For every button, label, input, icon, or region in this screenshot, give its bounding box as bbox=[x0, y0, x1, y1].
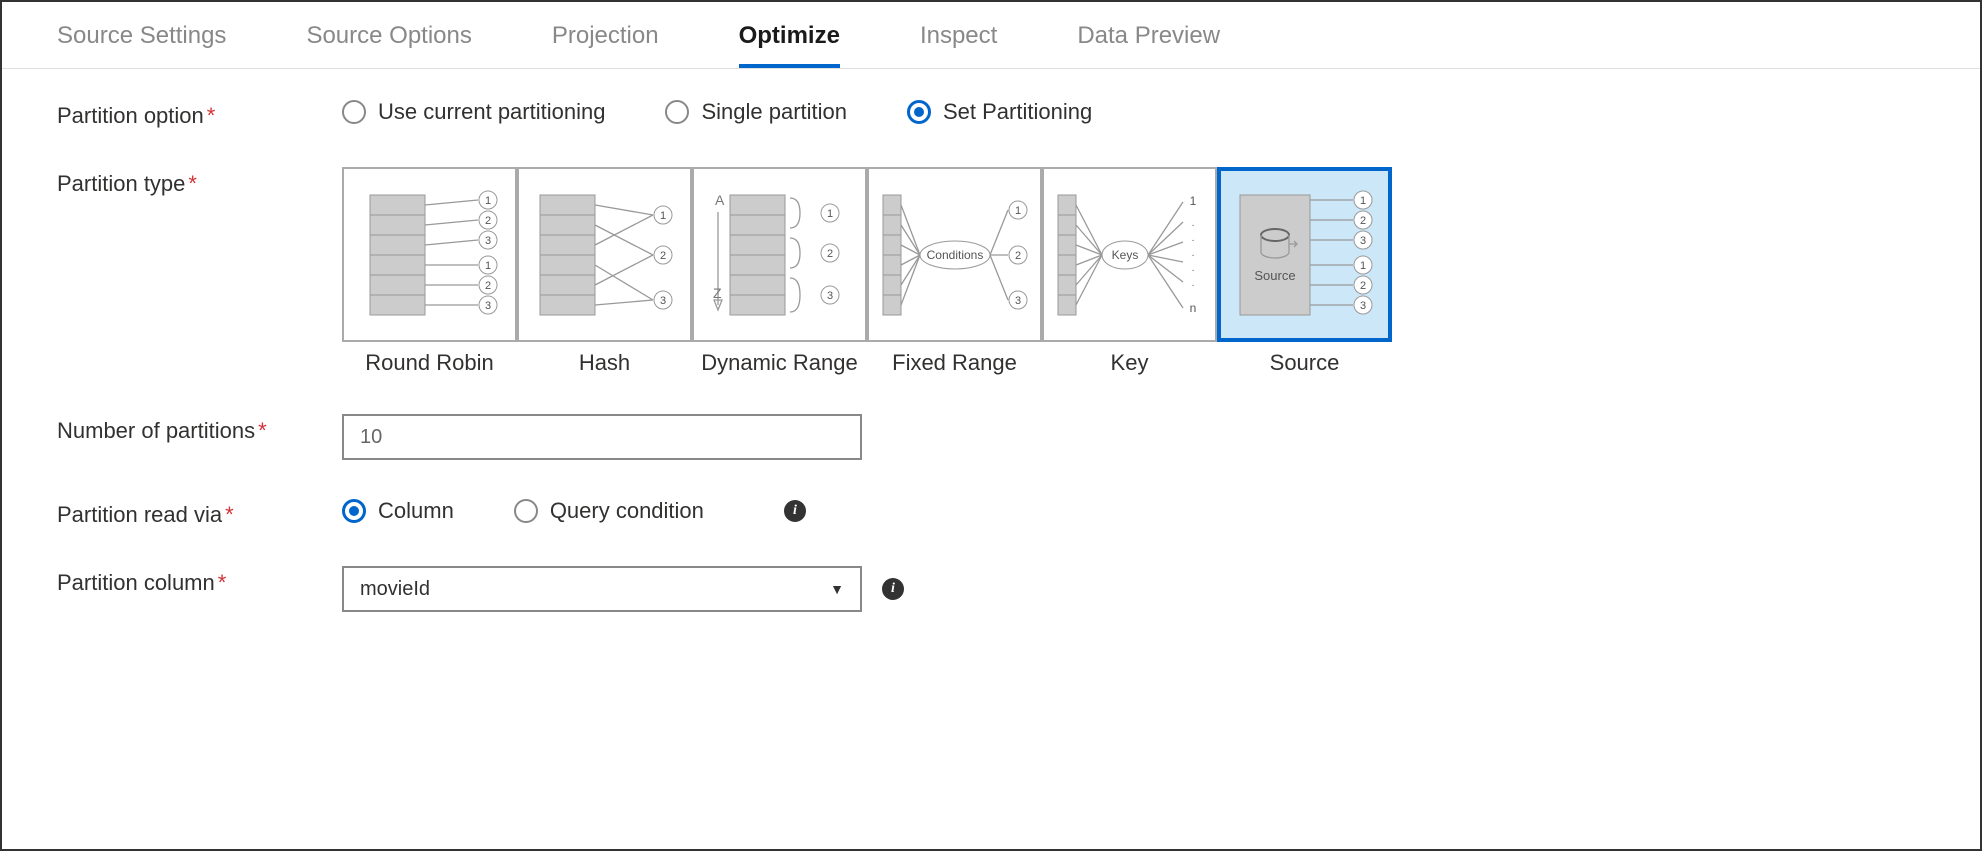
svg-text:2: 2 bbox=[484, 280, 490, 292]
type-source[interactable]: Source 1 2 3 1 2 3 Source bbox=[1217, 167, 1392, 376]
svg-text:1: 1 bbox=[1189, 194, 1196, 208]
fixed-range-diagram-icon: Conditions 1 2 3 bbox=[867, 167, 1042, 342]
svg-text:3: 3 bbox=[1014, 295, 1020, 307]
radio-label: Use current partitioning bbox=[378, 99, 605, 125]
type-label: Key bbox=[1111, 350, 1149, 376]
type-label: Round Robin bbox=[365, 350, 493, 376]
radio-single-partition[interactable]: Single partition bbox=[665, 99, 847, 125]
info-icon[interactable]: i bbox=[784, 500, 806, 522]
svg-text:3: 3 bbox=[826, 290, 832, 302]
svg-text:n: n bbox=[1189, 301, 1196, 315]
source-diagram-icon: Source 1 2 3 1 2 3 bbox=[1217, 167, 1392, 342]
type-key[interactable]: Keys 1 · · · · · n Key bbox=[1042, 167, 1217, 376]
partition-option-radios: Use current partitioning Single partitio… bbox=[342, 99, 1092, 125]
svg-text:3: 3 bbox=[484, 300, 490, 312]
svg-text:3: 3 bbox=[1359, 300, 1365, 312]
partition-type-label: Partition type* bbox=[57, 167, 342, 197]
svg-text:2: 2 bbox=[659, 250, 665, 262]
svg-text:2: 2 bbox=[826, 248, 832, 260]
radio-icon bbox=[907, 100, 931, 124]
dynamic-range-diagram-icon: A Z 1 2 3 bbox=[692, 167, 867, 342]
svg-text:A: A bbox=[715, 192, 725, 208]
partition-type-cards: 1 2 3 1 2 3 Round Robin 1 2 bbox=[342, 167, 1392, 376]
radio-label: Query condition bbox=[550, 498, 704, 524]
partition-option-label: Partition option* bbox=[57, 99, 342, 129]
read-via-label: Partition read via* bbox=[57, 498, 342, 528]
partition-column-label: Partition column* bbox=[57, 566, 342, 596]
radio-use-current[interactable]: Use current partitioning bbox=[342, 99, 605, 125]
radio-column[interactable]: Column bbox=[342, 498, 454, 524]
svg-text:Z: Z bbox=[713, 285, 722, 301]
svg-text:3: 3 bbox=[484, 235, 490, 247]
svg-text:·: · bbox=[1191, 250, 1194, 261]
type-label: Fixed Range bbox=[892, 350, 1017, 376]
svg-text:Source: Source bbox=[1254, 268, 1295, 283]
svg-text:3: 3 bbox=[1359, 235, 1365, 247]
tab-data-preview[interactable]: Data Preview bbox=[1077, 22, 1220, 68]
num-partitions-label: Number of partitions* bbox=[57, 414, 342, 444]
svg-text:Keys: Keys bbox=[1111, 248, 1138, 262]
radio-label: Set Partitioning bbox=[943, 99, 1092, 125]
type-label: Source bbox=[1270, 350, 1340, 376]
key-diagram-icon: Keys 1 · · · · · n bbox=[1042, 167, 1217, 342]
svg-text:2: 2 bbox=[1359, 215, 1365, 227]
svg-text:·: · bbox=[1191, 280, 1194, 291]
radio-label: Single partition bbox=[701, 99, 847, 125]
type-fixed-range[interactable]: Conditions 1 2 3 Fixed Range bbox=[867, 167, 1042, 376]
svg-text:·: · bbox=[1191, 220, 1194, 231]
svg-text:1: 1 bbox=[826, 208, 832, 220]
svg-text:1: 1 bbox=[1359, 260, 1365, 272]
type-label: Hash bbox=[579, 350, 630, 376]
radio-icon bbox=[514, 499, 538, 523]
hash-diagram-icon: 1 2 3 bbox=[517, 167, 692, 342]
radio-icon bbox=[342, 100, 366, 124]
type-dynamic-range[interactable]: A Z 1 2 3 Dynamic Range bbox=[692, 167, 867, 376]
svg-text:2: 2 bbox=[484, 215, 490, 227]
tabs: Source Settings Source Options Projectio… bbox=[2, 2, 1980, 69]
tab-projection[interactable]: Projection bbox=[552, 22, 659, 68]
tab-source-settings[interactable]: Source Settings bbox=[57, 22, 226, 68]
svg-text:·: · bbox=[1191, 235, 1194, 246]
radio-icon bbox=[665, 100, 689, 124]
num-partitions-input[interactable] bbox=[342, 414, 862, 460]
svg-text:1: 1 bbox=[1359, 195, 1365, 207]
tab-inspect[interactable]: Inspect bbox=[920, 22, 997, 68]
svg-text:1: 1 bbox=[1014, 205, 1020, 217]
radio-set-partitioning[interactable]: Set Partitioning bbox=[907, 99, 1092, 125]
read-via-radios: Column Query condition i bbox=[342, 498, 806, 524]
radio-query-condition[interactable]: Query condition bbox=[514, 498, 704, 524]
round-robin-diagram-icon: 1 2 3 1 2 3 bbox=[342, 167, 517, 342]
radio-label: Column bbox=[378, 498, 454, 524]
svg-text:Conditions: Conditions bbox=[926, 248, 983, 262]
svg-text:3: 3 bbox=[659, 295, 665, 307]
svg-text:·: · bbox=[1191, 265, 1194, 276]
type-label: Dynamic Range bbox=[701, 350, 858, 376]
partition-column-select[interactable]: movieId ▼ bbox=[342, 566, 862, 612]
svg-text:2: 2 bbox=[1359, 280, 1365, 292]
chevron-down-icon: ▼ bbox=[830, 581, 844, 597]
svg-text:2: 2 bbox=[1014, 250, 1020, 262]
tab-source-options[interactable]: Source Options bbox=[306, 22, 471, 68]
info-icon[interactable]: i bbox=[882, 578, 904, 600]
type-hash[interactable]: 1 2 3 Hash bbox=[517, 167, 692, 376]
select-value: movieId bbox=[360, 578, 430, 601]
svg-text:1: 1 bbox=[659, 210, 665, 222]
radio-icon bbox=[342, 499, 366, 523]
svg-text:1: 1 bbox=[484, 260, 490, 272]
tab-optimize[interactable]: Optimize bbox=[739, 22, 840, 68]
svg-text:1: 1 bbox=[484, 195, 490, 207]
type-round-robin[interactable]: 1 2 3 1 2 3 Round Robin bbox=[342, 167, 517, 376]
